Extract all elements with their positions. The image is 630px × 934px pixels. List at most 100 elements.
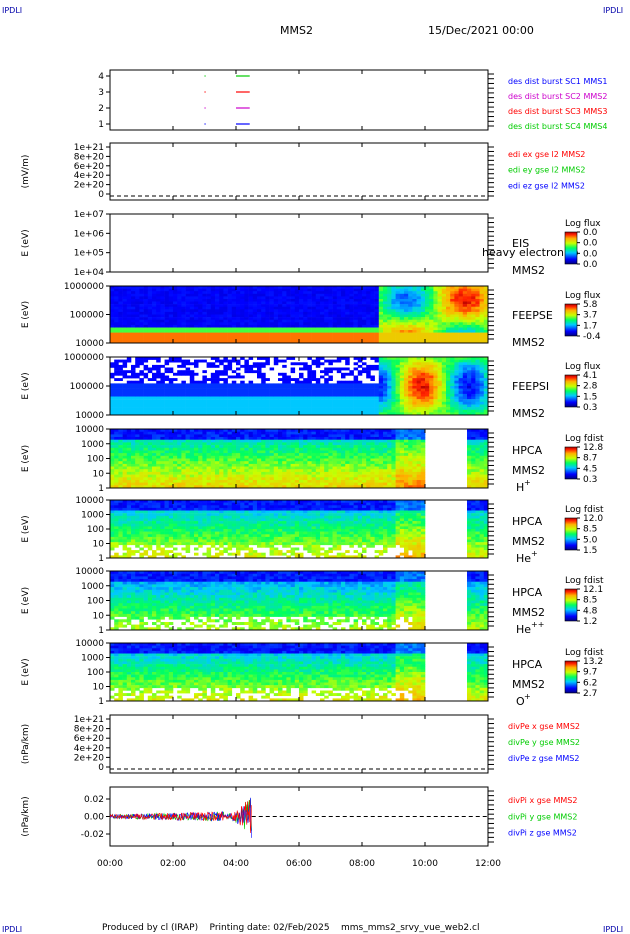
spectrogram-cell [248, 337, 254, 341]
spectrogram-cell [378, 383, 384, 387]
spectrogram-cell [223, 324, 228, 328]
spectrogram-cell [286, 383, 291, 387]
spectrogram-cell [324, 330, 329, 333]
spectrogram-cell [454, 372, 459, 376]
spectrogram-cell [349, 293, 354, 297]
spectrogram-cell [479, 401, 485, 405]
spectrogram-cell [143, 471, 149, 475]
spectrogram-cell [307, 401, 312, 405]
spectrogram-cell [408, 317, 413, 320]
spectrogram-cell [450, 359, 455, 363]
spectrogram-cell [231, 301, 237, 305]
spectrogram-cell [143, 429, 149, 432]
spectrogram-cell [252, 383, 258, 387]
spectrogram-cell [399, 364, 405, 368]
spectrogram-cell [110, 324, 115, 328]
spectrogram-cell [311, 324, 317, 328]
spectrogram-cell [446, 288, 451, 292]
spectrogram-cell [152, 327, 157, 331]
spectrogram-cell [278, 480, 283, 483]
spectrogram-cell [290, 319, 296, 323]
spectrogram-cell [126, 463, 132, 467]
spectrogram-cell [349, 380, 354, 384]
spectrogram-cell [446, 404, 451, 408]
spectrogram-cell [269, 330, 275, 333]
spectrogram-cell [219, 327, 224, 331]
spectrogram-cell [416, 296, 422, 300]
spectrogram-cell [278, 332, 283, 336]
spectrogram-cell [210, 401, 216, 405]
spectrogram-cell [437, 362, 443, 366]
y-tick-label: 1e+05 [74, 249, 104, 259]
spectrogram-cell [332, 359, 338, 363]
spectrogram-cell [303, 293, 308, 297]
spectrogram-cell [408, 380, 413, 384]
spectrogram-cell [483, 296, 489, 300]
spectrogram-cell [110, 362, 115, 366]
spectrogram-cell [198, 396, 203, 400]
spectrogram-cell [240, 429, 245, 432]
spectrogram-cell [110, 337, 115, 341]
colorbar [564, 303, 578, 337]
spectrogram-cell [206, 330, 212, 333]
spectrogram-cell [236, 332, 241, 336]
spectrogram-cell [215, 412, 220, 416]
spectrogram-cell [122, 404, 128, 408]
spectrogram-cell [210, 474, 216, 478]
spectrogram-cell [383, 337, 388, 341]
spectrogram-cell [198, 458, 203, 462]
spectrogram-cell [114, 296, 119, 300]
spectrogram-cell [311, 429, 317, 432]
spectrogram-cell [236, 447, 241, 451]
spectrogram-cell [248, 412, 254, 416]
spectrogram-cell [231, 357, 237, 360]
spectrogram-cell [198, 437, 203, 440]
spectrogram-cell [202, 388, 207, 392]
spectrogram-cell [471, 311, 476, 315]
spectrogram-cell [462, 332, 468, 336]
spectrogram-cell [475, 378, 480, 381]
spectrogram-cell [416, 383, 422, 387]
spectrogram-cell [160, 393, 165, 397]
spectrogram-cell [282, 322, 287, 326]
spectrogram-cell [303, 412, 308, 416]
spectrogram-cell [223, 458, 228, 462]
spectrogram-cell [437, 327, 443, 331]
spectrogram-cell [164, 480, 170, 483]
spectrogram-cell [328, 370, 333, 374]
spectrogram-cell [273, 429, 279, 432]
spectrogram-cell [475, 367, 480, 371]
spectrogram-cell [206, 309, 212, 313]
spectrogram-cell [320, 409, 325, 413]
spectrogram-cell [299, 480, 304, 483]
spectrogram-cell [219, 293, 224, 297]
spectrogram-cell [265, 466, 270, 470]
spectrogram-cell [177, 458, 182, 462]
spectrogram-cell [185, 335, 191, 339]
spectrogram-cell [215, 455, 220, 459]
spectrogram-cell [362, 301, 367, 305]
spectrogram-cell [265, 450, 270, 454]
spectrogram-cell [126, 299, 132, 302]
spectrogram-cell [189, 482, 195, 486]
spectrogram-cell [231, 322, 237, 326]
spectrogram-cell [290, 388, 296, 392]
spectrogram-cell [378, 335, 384, 339]
spectrogram-cell [395, 324, 401, 328]
spectrogram-cell [374, 359, 380, 363]
spectrogram-cell [395, 288, 401, 292]
spectrogram-cell [362, 386, 367, 389]
spectrogram-cell [185, 386, 191, 389]
spectrogram-cell [240, 447, 245, 451]
spectrogram-cell [114, 391, 119, 395]
spectrogram-cell [404, 404, 409, 408]
spectrogram-cell [404, 291, 409, 295]
spectrogram-cell [248, 466, 254, 470]
spectrogram-cell [110, 309, 115, 313]
spectrogram-cell [416, 364, 422, 368]
spectrogram-cell [131, 296, 136, 300]
spectrogram-cell [282, 286, 287, 289]
spectrogram-cell [425, 383, 430, 387]
spectrogram-cell [286, 299, 291, 302]
spectrogram-cell [152, 322, 157, 326]
